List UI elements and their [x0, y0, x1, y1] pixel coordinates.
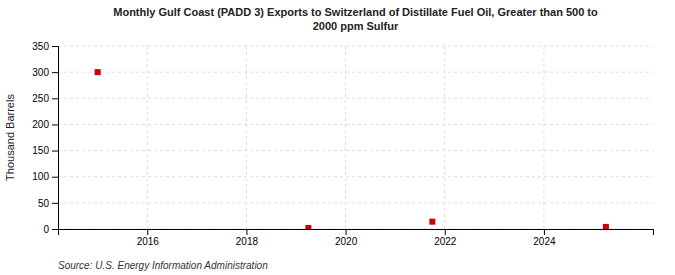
y-tick-label: 0	[43, 224, 49, 235]
x-tick: 2016	[137, 229, 160, 247]
y-tick-mark	[52, 151, 58, 152]
x-tick-label: 2018	[236, 236, 259, 247]
x-grid-line	[444, 46, 445, 229]
y-tick-mark	[52, 72, 58, 73]
y-tick-label: 300	[32, 67, 49, 78]
y-tick-mark	[52, 229, 58, 230]
point	[95, 69, 101, 75]
y-tick: 100	[32, 171, 58, 182]
y-tick: 150	[32, 145, 58, 156]
y-tick: 350	[32, 41, 58, 52]
y-tick: 0	[43, 224, 58, 235]
x-tick-mark	[246, 229, 247, 235]
y-tick-label: 100	[32, 171, 49, 182]
y-tick-mark	[52, 203, 58, 204]
x-tick-label: 2016	[137, 236, 160, 247]
x-tick-label: 2022	[434, 236, 457, 247]
points	[95, 69, 609, 229]
y-tick: 200	[32, 119, 58, 130]
y-grid-line	[58, 98, 653, 99]
y-tick-mark	[52, 124, 58, 125]
x-tick-mark	[445, 229, 446, 235]
x-tick: 2020	[335, 229, 358, 247]
x-grid-line	[345, 46, 346, 229]
source: Source: U.S. Energy Information Administ…	[58, 260, 268, 271]
x-tick: 2018	[236, 229, 259, 247]
grid	[58, 46, 653, 229]
plot-area: 2016 2018 2020 2022 2024 0 50 100 150 200 250 300 35…	[32, 41, 653, 247]
point	[603, 224, 609, 229]
y-tick-mark	[52, 177, 58, 178]
x-tick-label: 2020	[335, 236, 358, 247]
y-tick: 250	[32, 93, 58, 104]
y-tick-label: 250	[32, 93, 49, 104]
point	[305, 225, 311, 229]
y-tick: 300	[32, 67, 58, 78]
x-tick-label: 2024	[533, 236, 556, 247]
y-tick-mark	[52, 46, 58, 47]
y-grid-line	[58, 176, 653, 177]
x-tick-mark	[544, 229, 545, 235]
x-grid-line	[147, 46, 148, 229]
x-tick: 2022	[434, 229, 457, 247]
y-tick: 50	[38, 198, 58, 209]
title: Monthly Gulf Coast (PADD 3) Exports to S…	[113, 6, 598, 32]
x-grid-line	[543, 46, 544, 229]
x-tick-mark	[346, 229, 347, 235]
y-axis: 0 50 100 150 200 250 300 350	[32, 41, 58, 235]
x-grid-line	[246, 46, 247, 229]
y-tick-label: 350	[32, 41, 49, 52]
y-tick-mark	[52, 98, 58, 99]
y-tick-label: 50	[38, 198, 50, 209]
x-tick-mark	[147, 229, 148, 235]
y-tick-label: 150	[32, 145, 49, 156]
point	[429, 219, 435, 225]
chart: 2016 2018 2020 2022 2024 0 50 100 150 200 250 300 35…	[0, 0, 675, 275]
y-axis-line	[52, 47, 59, 230]
y-axis-title: Thousand Barrels	[4, 94, 16, 181]
x-tick: 2024	[533, 229, 556, 247]
x-axis: 2016 2018 2020 2022 2024	[59, 229, 654, 247]
x-axis-line	[59, 230, 654, 236]
y-tick-label: 200	[32, 119, 49, 130]
